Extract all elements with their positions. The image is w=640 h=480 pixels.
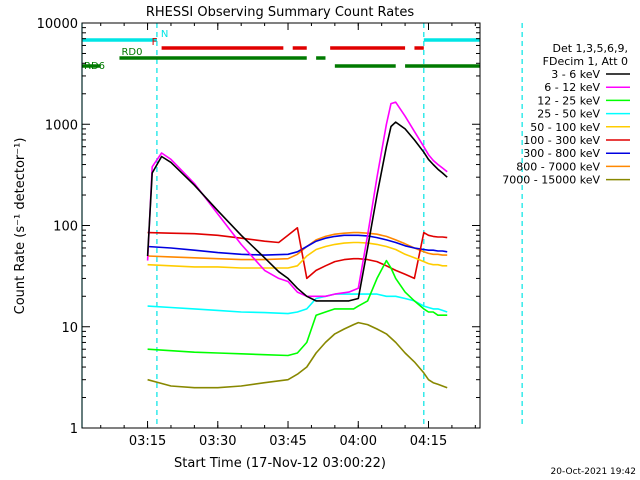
y-tick-label: 1 xyxy=(70,422,78,437)
plot-area: NF RD0 RD6 xyxy=(81,23,523,428)
y-tick-label: 10 xyxy=(61,321,78,336)
flag-label-f: F xyxy=(152,37,158,48)
series-line-5 xyxy=(147,227,448,280)
x-axis: 03:15 03:30 03:45 04:00 04:15 xyxy=(100,23,476,449)
series-line-8 xyxy=(147,321,448,389)
legend: Det 1,3,5,6,9, FDecim 1, Att 0 3 - 6 keV… xyxy=(502,42,630,187)
series-line-0 xyxy=(146,121,448,302)
legend-header-line-2: FDecim 1, Att 0 xyxy=(543,55,628,68)
series-line-3 xyxy=(147,293,448,315)
x-axis-label: Start Time (17-Nov-12 03:00:22) xyxy=(174,456,386,471)
x-tick-label: 04:15 xyxy=(410,434,447,449)
y-tick-label: 1000 xyxy=(45,118,78,133)
y-axis-label: Count Rate (s⁻¹ detector⁻¹) xyxy=(13,138,28,315)
y-axis: 1 10 100 1000 10000 xyxy=(37,17,480,437)
flag-label-rd6: RD6 xyxy=(84,61,105,72)
series-line-6 xyxy=(147,234,448,256)
flag-bar-rd6: RD6 xyxy=(82,61,480,72)
timestamp: 20-Oct-2021 19:42 xyxy=(551,467,636,477)
y-tick-label: 100 xyxy=(53,220,78,235)
flag-bar-rd0: RD0 xyxy=(119,47,326,60)
flag-bar-f: F xyxy=(152,37,424,50)
legend-label-0: 3 - 6 keV xyxy=(551,68,600,81)
flag-label-n: N xyxy=(161,29,168,40)
x-tick-label: 03:15 xyxy=(129,434,166,449)
x-tick-label: 03:30 xyxy=(199,434,236,449)
legend-label-2: 12 - 25 keV xyxy=(537,94,600,107)
legend-label-7: 800 - 7000 keV xyxy=(516,160,600,173)
legend-label-1: 6 - 12 keV xyxy=(544,81,600,94)
chart-title: RHESSI Observing Summary Count Rates xyxy=(146,5,415,20)
plot-frame xyxy=(81,22,481,429)
legend-label-6: 300 - 800 keV xyxy=(523,147,600,160)
flag-bar-n: N xyxy=(82,29,480,42)
series-line-2 xyxy=(147,259,448,357)
series-line-7 xyxy=(147,231,448,261)
x-tick-label: 03:45 xyxy=(269,434,306,449)
series-line-4 xyxy=(147,241,448,269)
flag-label-rd0: RD0 xyxy=(121,47,142,58)
legend-header-line-1: Det 1,3,5,6,9, xyxy=(552,42,628,55)
series-line-1 xyxy=(146,101,448,298)
legend-label-3: 25 - 50 keV xyxy=(537,108,600,121)
legend-label-8: 7000 - 15000 keV xyxy=(502,174,600,187)
y-tick-label: 10000 xyxy=(37,17,78,32)
legend-label-4: 50 - 100 keV xyxy=(530,121,600,134)
x-tick-label: 04:00 xyxy=(340,434,377,449)
legend-label-5: 100 - 300 keV xyxy=(523,134,600,147)
